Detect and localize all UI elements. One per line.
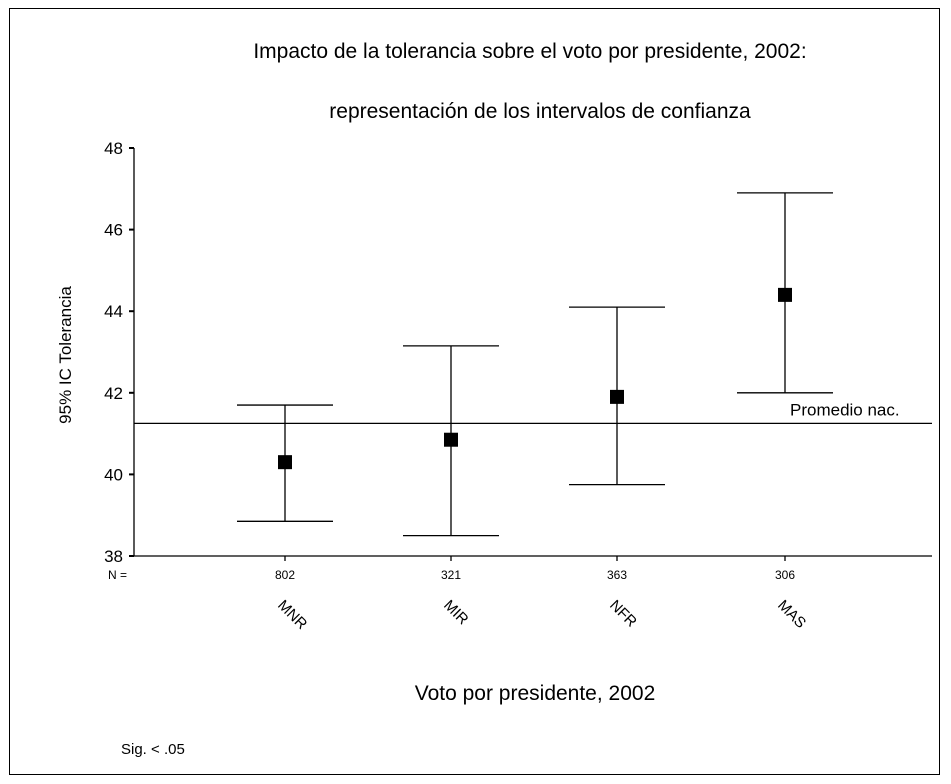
error-bar-nfr [569,306,665,486]
x-axis-label: Voto por presidente, 2002 [415,682,656,705]
y-tick-label: 48 [104,139,123,158]
n-label: N = [108,568,127,582]
significance-note: Sig. < .05 [121,741,185,758]
chart-frame [9,8,940,775]
mean-marker [278,455,292,470]
y-tick-label: 44 [104,302,123,321]
chart-subtitle: representación de los intervalos de conf… [329,100,751,123]
category-label: MIR [440,597,472,629]
y-tick-label: 38 [104,547,123,566]
error-bar-mas [737,192,833,394]
mean-marker [778,287,792,302]
category-label: MNR [274,597,310,633]
n-value: 363 [607,568,627,582]
category-labels: MNR MIR NFR MAS [274,597,809,633]
category-label: MAS [774,597,809,632]
y-tick-label: 42 [104,384,123,403]
error-bars [237,192,833,537]
category-label: NFR [606,597,640,631]
mean-marker [444,432,458,447]
y-tick-label: 40 [104,465,123,484]
n-value: 802 [275,568,295,582]
n-value: 306 [775,568,795,582]
mean-marker [610,389,624,404]
n-values-row: N = 802 321 363 306 [108,556,795,582]
reference-line-label: Promedio nac. [790,400,900,419]
y-tick-label: 46 [104,221,123,240]
y-axis-label: 95% IC Tolerancia [56,286,75,424]
error-bar-mir [403,345,499,537]
error-bar-mnr [237,404,333,522]
chart-title: Impacto de la tolerancia sobre el voto p… [253,40,806,63]
y-ticks: 38 40 42 44 46 48 [104,139,134,566]
n-value: 321 [441,568,461,582]
